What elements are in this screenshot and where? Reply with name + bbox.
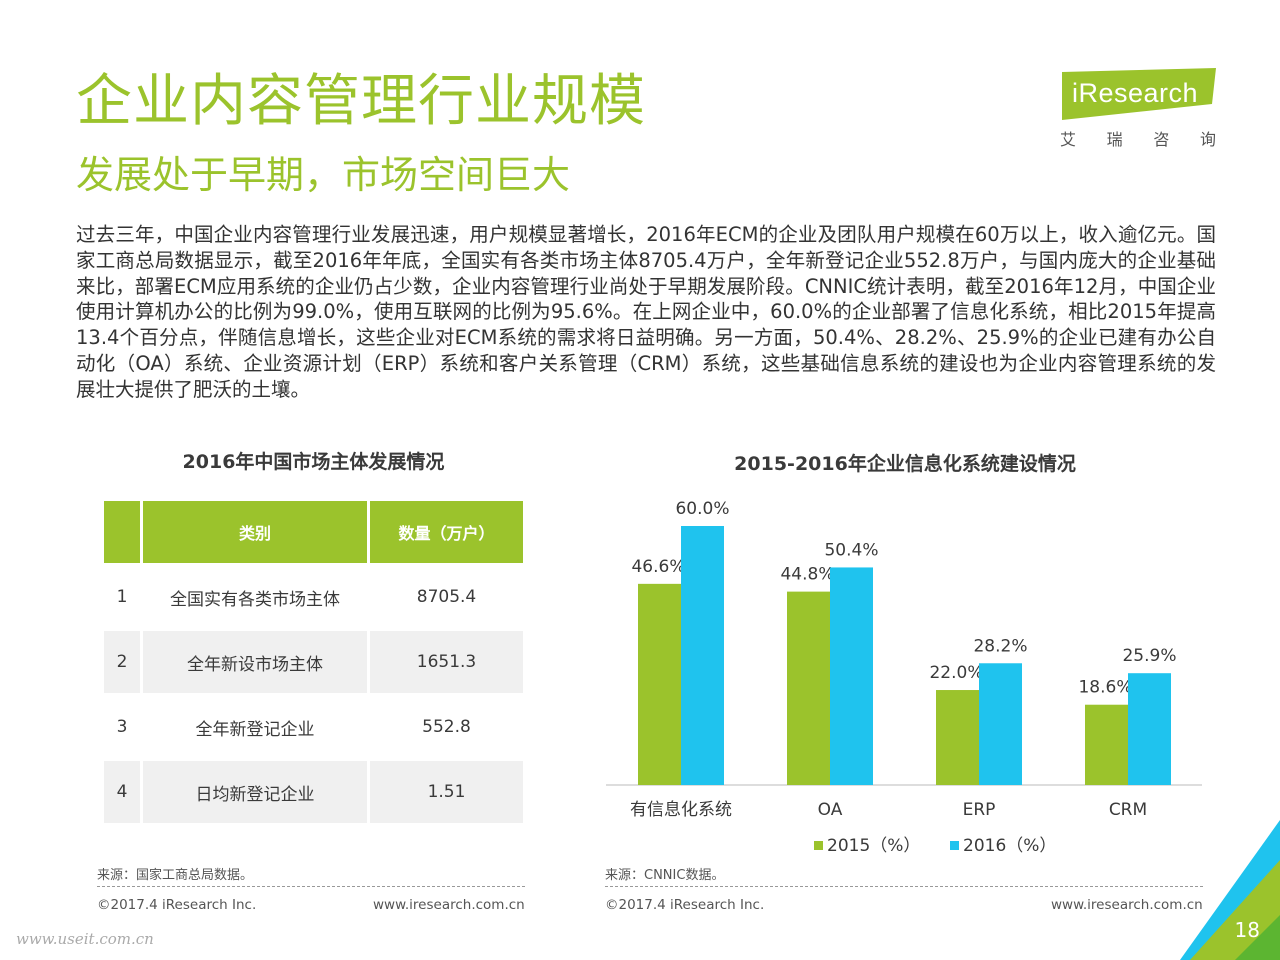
table-row: 2 全年新设市场主体 1651.3 [104, 628, 523, 693]
left-copyright: ©2017.4 iResearch Inc. [97, 897, 257, 913]
table-title: 2016年中国市场主体发展情况 [182, 451, 445, 473]
row-number: 4 [104, 758, 140, 823]
table-header-row: 类别 数量（万户） [104, 501, 523, 563]
row-value: 8705.4 [367, 563, 523, 628]
chart-source-note: 来源：CNNIC数据。 [605, 868, 725, 883]
row-category: 全国实有各类市场主体 [140, 563, 367, 628]
data-label: 25.9% [1122, 646, 1176, 666]
bar-2015 [936, 690, 979, 785]
legend-label: 2015（%） [827, 836, 920, 856]
data-label: 18.6% [1078, 678, 1132, 698]
data-label: 44.8% [780, 565, 834, 585]
row-value: 1.51 [367, 758, 523, 823]
table-row: 4 日均新登记企业 1.51 [104, 758, 523, 823]
table-row: 1 全国实有各类市场主体 8705.4 [104, 563, 523, 628]
intro-paragraph: 过去三年，中国企业内容管理行业发展迅速，用户规模显著增长，2016年ECM的企业… [76, 223, 1216, 401]
category-label: ERP [963, 800, 996, 820]
logo-cn-char: 艾 [1060, 130, 1077, 149]
row-value: 552.8 [367, 693, 523, 758]
logo-cn-char: 咨 [1153, 130, 1170, 149]
table-header-no [104, 501, 140, 563]
row-value: 1651.3 [367, 628, 523, 693]
logo-text: iResearch [1072, 78, 1199, 108]
iresearch-logo: iResearch 艾 瑞 咨 询 [1058, 68, 1218, 150]
bar-2015 [787, 591, 830, 785]
bar-2015 [1085, 704, 1128, 785]
table-header-quantity: 数量（万户） [367, 501, 523, 563]
data-label: 22.0% [929, 663, 983, 683]
legend-label: 2016（%） [963, 836, 1056, 856]
row-category: 全年新设市场主体 [140, 628, 367, 693]
corner-decoration [1180, 820, 1280, 960]
right-copyright: ©2017.4 iResearch Inc. [605, 897, 765, 913]
logo-badge-icon [1062, 68, 1216, 120]
bar-2016 [681, 526, 724, 785]
data-label: 60.0% [675, 499, 729, 519]
bar-2016 [979, 663, 1022, 785]
bar-2015 [638, 583, 681, 785]
legend-swatch-2016 [950, 841, 959, 850]
category-label: OA [818, 800, 843, 820]
row-category: 日均新登记企业 [140, 758, 367, 823]
logo-cn-char: 瑞 [1106, 130, 1123, 149]
legend-swatch-2015 [814, 841, 823, 850]
category-label: CRM [1109, 800, 1147, 820]
table-source-note: 来源：国家工商总局数据。 [97, 868, 254, 883]
data-label: 50.4% [824, 540, 878, 560]
row-category: 全年新登记企业 [140, 693, 367, 758]
watermark: www.useit.com.cn [16, 930, 154, 948]
logo-cn: 艾 瑞 咨 询 [1060, 126, 1216, 150]
data-label: 46.6% [631, 557, 685, 577]
right-website-link[interactable]: www.iresearch.com.cn [1051, 897, 1203, 913]
data-label: 28.2% [973, 636, 1027, 656]
page-number: 18 [1234, 918, 1260, 942]
table-row: 3 全年新登记企业 552.8 [104, 693, 523, 758]
page-title: 企业内容管理行业规模 [76, 69, 646, 134]
row-number: 3 [104, 693, 140, 758]
right-footer-divider [605, 886, 1203, 887]
logo-cn-char: 询 [1199, 130, 1216, 149]
left-website-link[interactable]: www.iresearch.com.cn [373, 897, 525, 913]
table-header-category: 类别 [140, 501, 367, 563]
chart-title: 2015-2016年企业信息化系统建设情况 [734, 453, 1076, 475]
row-number: 2 [104, 628, 140, 693]
category-label: 有信息化系统 [630, 800, 732, 820]
row-number: 1 [104, 563, 140, 628]
bar-chart: 46.6% 60.0% 有信息化系统 44.8% 50.4% OA 22.0% 28.2% ER… [606, 499, 1202, 856]
page-subtitle: 发展处于早期，市场空间巨大 [76, 153, 571, 197]
left-footer-divider [97, 886, 525, 887]
bar-2016 [830, 567, 873, 785]
bar-2016 [1128, 673, 1171, 785]
market-table: 类别 数量（万户） 1 全国实有各类市场主体 8705.4 2 全年新设市场主体… [104, 501, 523, 823]
